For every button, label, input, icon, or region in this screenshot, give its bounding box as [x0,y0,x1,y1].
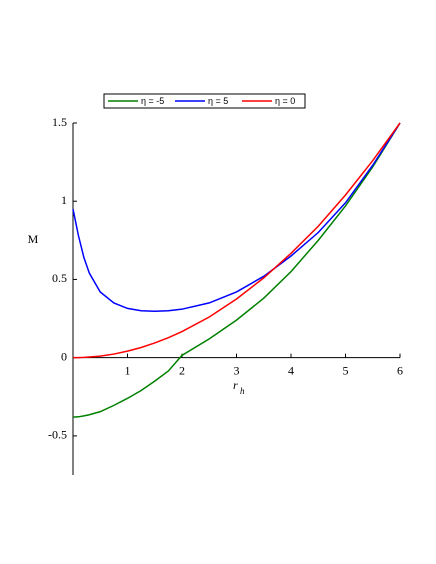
legend-label: η = 5 [208,96,228,106]
x-tick-label: 1 [125,363,131,377]
legend: η = -5 η = 5 η = 0 [103,93,306,109]
line-series [72,122,401,312]
y-tick-label: 0.5 [52,271,67,285]
legend-label: η = -5 [141,96,164,106]
line-series [72,122,401,418]
y-tick-label: 0 [61,349,67,363]
x-tick-label: 6 [397,363,403,377]
x-tick-label: 3 [234,363,240,377]
legend-label: η = 0 [275,96,295,106]
x-tick-label: 5 [343,363,349,377]
x-axis-label: r [233,378,238,392]
y-tick-label: 1 [61,193,67,207]
x-tick-label: 2 [179,363,185,377]
y-axis-label: M [28,232,39,246]
x-axis-label-sub: h [240,386,245,396]
y-tick-label: 1.5 [52,115,67,129]
line-series [72,122,401,359]
x-tick-label: 4 [288,363,294,377]
y-tick-label: -0.5 [48,428,67,442]
